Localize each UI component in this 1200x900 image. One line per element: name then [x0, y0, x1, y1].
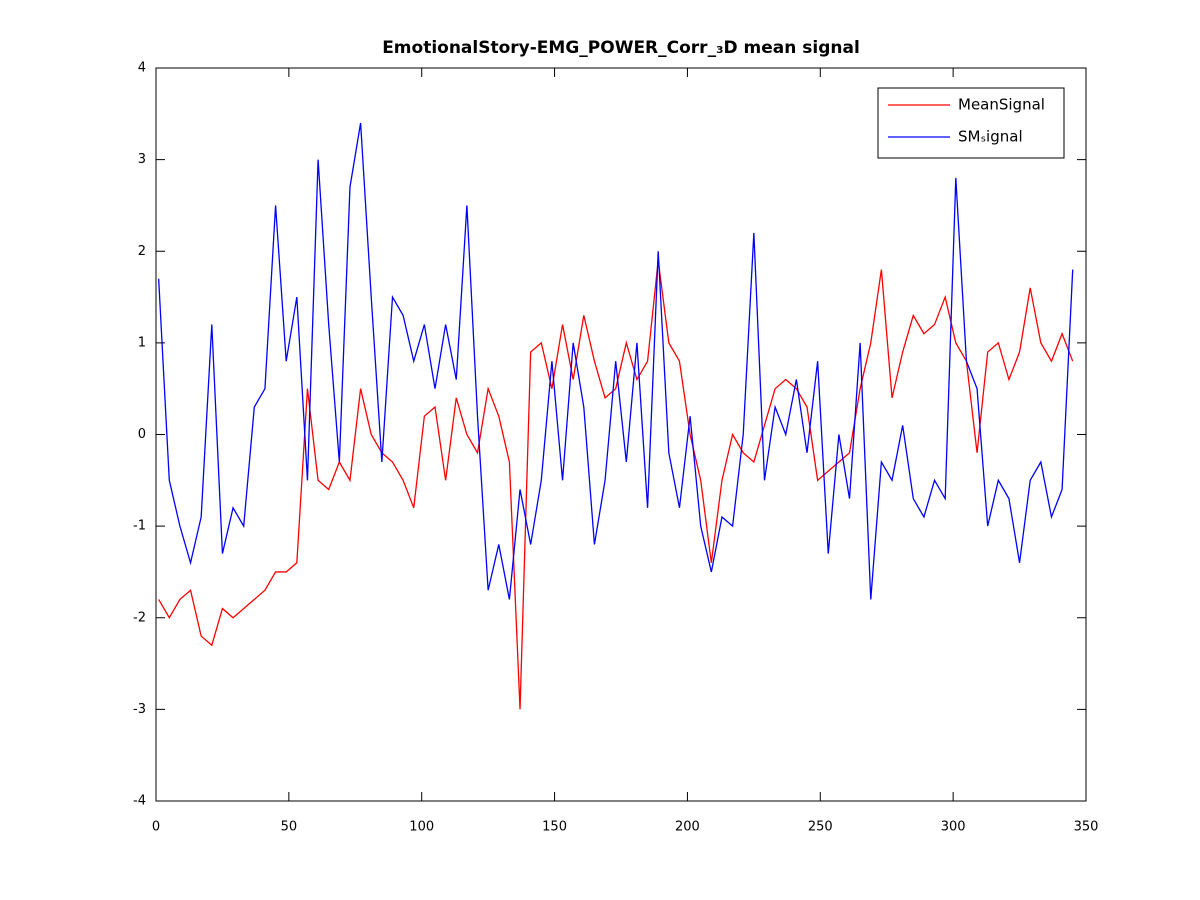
chart-title: EmotionalStory-EMG_POWER_Corr_₃D mean si…	[382, 38, 860, 58]
x-tick-label: 200	[675, 820, 700, 835]
y-tick-label: -4	[133, 794, 146, 809]
y-tick-label: 1	[138, 335, 146, 350]
y-tick-label: -3	[133, 702, 146, 717]
x-tick-label: 100	[409, 820, 434, 835]
y-tick-label: 3	[138, 152, 146, 167]
x-tick-label: 250	[808, 820, 833, 835]
x-tick-label: 350	[1074, 820, 1099, 835]
plot-area	[156, 68, 1086, 801]
y-tick-label: 2	[138, 244, 146, 259]
legend-label: MeanSignal	[958, 96, 1045, 114]
x-tick-label: 150	[542, 820, 567, 835]
series-line	[158, 122, 1074, 600]
x-tick-label: 300	[941, 820, 966, 835]
legend	[877, 87, 1065, 159]
y-tick-label: -2	[133, 610, 146, 625]
y-tick-label: 0	[138, 427, 146, 442]
legend-label: SMₛignal	[958, 128, 1023, 146]
series-line	[158, 260, 1074, 710]
y-tick-label: 4	[138, 61, 146, 76]
x-tick-label: 50	[281, 820, 298, 835]
y-tick-label: -1	[133, 519, 146, 534]
x-tick-label: 0	[152, 820, 160, 835]
